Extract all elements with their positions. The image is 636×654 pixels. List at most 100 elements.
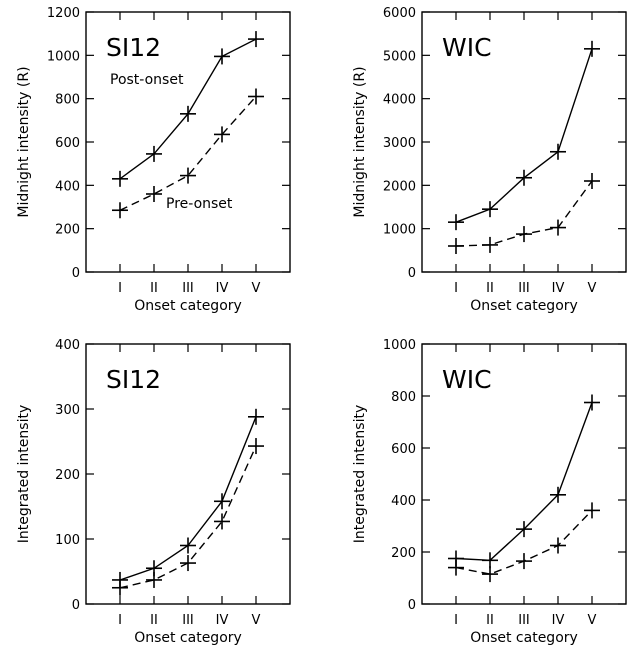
data-point-marker xyxy=(448,214,464,231)
y-tick-label: 1000 xyxy=(47,49,80,64)
y-axis-title: Midnight intensity (R) xyxy=(16,66,32,217)
data-point-marker xyxy=(214,493,230,510)
x-axis-title: Onset category xyxy=(470,298,578,314)
y-tick-label: 1000 xyxy=(383,223,416,238)
x-axis-title: Onset category xyxy=(134,298,242,314)
y-tick-label: 200 xyxy=(55,468,80,483)
data-point-marker xyxy=(448,238,464,254)
data-point-marker xyxy=(550,219,566,236)
x-tick-label: I xyxy=(454,281,458,296)
y-tick-label: 100 xyxy=(55,533,80,548)
x-tick-label: I xyxy=(454,613,458,628)
x-tick-label: IV xyxy=(552,281,565,296)
data-point-marker xyxy=(516,553,532,570)
y-tick-label: 4000 xyxy=(383,93,416,108)
data-point-marker xyxy=(180,167,196,184)
y-axis-title: Integrated intensity xyxy=(16,405,32,543)
y-tick-label: 0 xyxy=(408,266,416,281)
x-tick-label: III xyxy=(518,613,530,628)
x-tick-label: V xyxy=(252,281,261,296)
data-point-marker xyxy=(180,537,196,554)
data-point-marker xyxy=(146,571,162,588)
data-point-marker xyxy=(516,169,532,186)
annotation-post-onset: Post-onset xyxy=(110,72,184,88)
x-tick-label: I xyxy=(118,613,122,628)
data-point-marker xyxy=(248,438,264,455)
y-tick-label: 0 xyxy=(72,266,80,281)
x-axis-title: Onset category xyxy=(470,630,578,646)
data-point-marker xyxy=(248,408,264,425)
y-tick-label: 400 xyxy=(55,179,80,194)
data-point-marker xyxy=(584,40,600,57)
x-tick-label: II xyxy=(150,613,158,628)
y-tick-label: 6000 xyxy=(383,6,416,21)
y-tick-label: 600 xyxy=(55,136,80,151)
data-point-marker xyxy=(146,145,162,162)
data-point-marker xyxy=(112,579,128,596)
y-tick-label: 1000 xyxy=(383,338,416,353)
data-point-marker xyxy=(112,170,128,187)
data-point-marker xyxy=(482,236,498,253)
data-point-marker xyxy=(214,513,230,530)
y-tick-label: 300 xyxy=(55,403,80,418)
data-point-marker xyxy=(214,48,230,65)
data-point-marker xyxy=(214,126,230,143)
y-tick-label: 600 xyxy=(391,442,416,457)
x-tick-label: II xyxy=(486,613,494,628)
y-tick-label: 400 xyxy=(391,494,416,509)
y-tick-label: 2000 xyxy=(383,179,416,194)
y-tick-label: 1200 xyxy=(47,6,80,21)
data-point-marker xyxy=(180,555,196,572)
x-tick-label: III xyxy=(182,613,194,628)
panel-label: WIC xyxy=(442,365,492,394)
y-tick-label: 400 xyxy=(55,338,80,353)
series-line-solid xyxy=(455,48,593,223)
panel-label: SI12 xyxy=(106,365,161,394)
y-tick-label: 200 xyxy=(391,546,416,561)
series-line-dashed xyxy=(119,96,257,211)
data-point-marker xyxy=(584,394,600,411)
annotation-pre-onset: Pre-onset xyxy=(166,196,233,212)
data-point-marker xyxy=(550,486,566,503)
x-axis-title: Onset category xyxy=(134,630,242,646)
x-tick-label: I xyxy=(118,281,122,296)
y-tick-label: 200 xyxy=(55,223,80,238)
data-point-marker xyxy=(482,566,498,583)
x-tick-label: V xyxy=(588,281,597,296)
data-point-marker xyxy=(448,559,464,576)
y-tick-label: 0 xyxy=(72,598,80,613)
x-tick-label: II xyxy=(150,281,158,296)
x-tick-label: II xyxy=(486,281,494,296)
data-point-marker xyxy=(550,143,566,160)
y-axis-title: Midnight intensity (R) xyxy=(352,66,368,217)
y-tick-label: 3000 xyxy=(383,136,416,151)
data-point-marker xyxy=(516,226,532,243)
data-point-marker xyxy=(584,173,600,189)
x-tick-label: V xyxy=(252,613,261,628)
data-point-marker xyxy=(482,201,498,218)
x-tick-label: III xyxy=(518,281,530,296)
y-axis-title: Integrated intensity xyxy=(352,405,368,543)
y-tick-label: 5000 xyxy=(383,49,416,64)
x-tick-label: IV xyxy=(552,613,565,628)
panel-label: WIC xyxy=(442,33,492,62)
data-point-marker xyxy=(180,105,196,122)
data-point-marker xyxy=(146,186,162,202)
data-point-marker xyxy=(248,31,264,48)
panel-label: SI12 xyxy=(106,33,161,62)
x-tick-label: III xyxy=(182,281,194,296)
x-tick-label: IV xyxy=(216,281,229,296)
data-point-marker xyxy=(248,88,264,105)
y-tick-label: 0 xyxy=(408,598,416,613)
data-point-marker xyxy=(550,537,566,554)
data-point-marker xyxy=(112,202,128,219)
y-tick-label: 800 xyxy=(55,93,80,108)
x-tick-label: V xyxy=(588,613,597,628)
x-tick-label: IV xyxy=(216,613,229,628)
y-tick-label: 800 xyxy=(391,390,416,405)
data-point-marker xyxy=(516,521,532,538)
